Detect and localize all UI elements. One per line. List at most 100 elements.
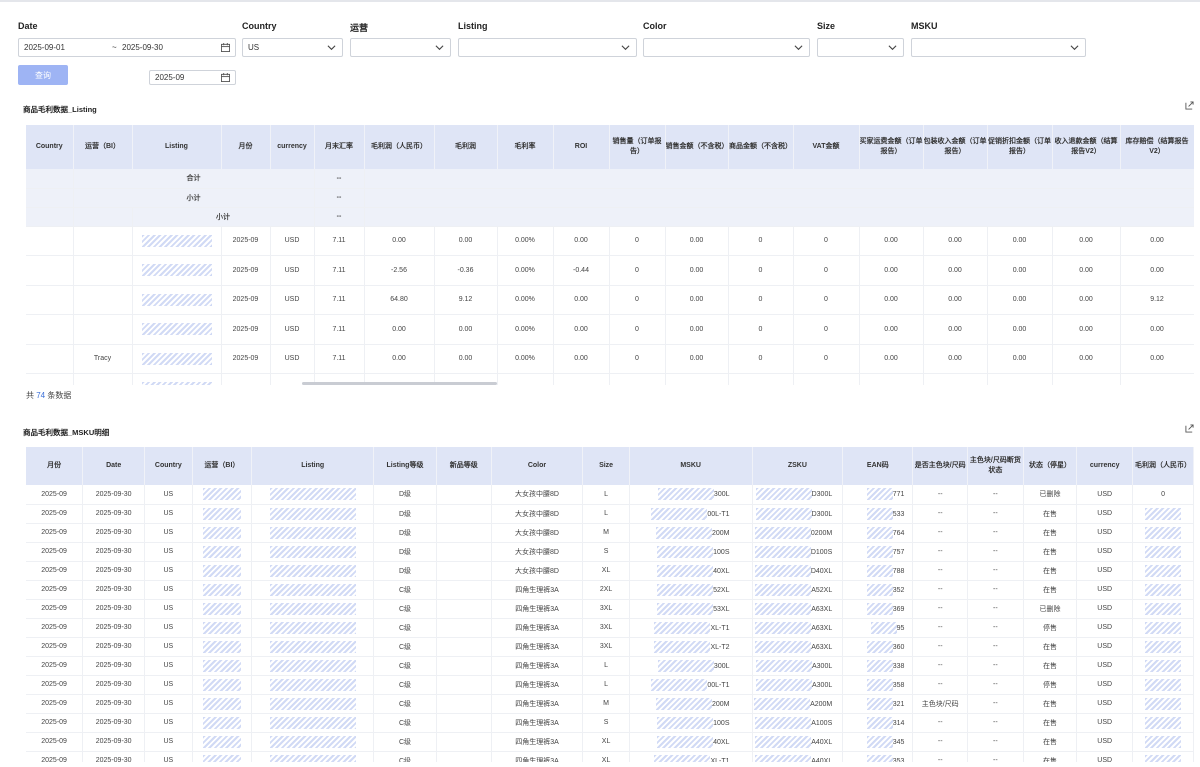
redacted-block (655, 697, 712, 710)
ean-suffix: 757 (892, 548, 905, 556)
column-header[interactable]: 毛利润 (434, 125, 498, 169)
column-header[interactable]: 毛利率 (497, 125, 554, 169)
color-select[interactable] (643, 38, 810, 57)
column-header[interactable]: Country (144, 447, 193, 485)
column-header[interactable]: 运营（BI） (73, 125, 133, 169)
table-row[interactable]: 2025-09 2025-09-30 US D级 大女孩中腰8D L 300L D300L 77… (26, 485, 1194, 505)
country-cell: US (144, 675, 193, 695)
column-header[interactable]: Listing (251, 447, 375, 485)
data-cell: USD (270, 344, 315, 374)
listing-table: Country 运营（BI） Listing 月份 currency 月末汇率 毛利润（人民… (26, 125, 1194, 385)
table-row[interactable]: 2025-09 USD 7.11 -2.56 -0.36 0.00% -0.44 0 0.00 0… (26, 255, 1194, 286)
redacted-block (866, 526, 893, 539)
column-header[interactable]: 毛利润（人民币） (1132, 447, 1194, 485)
column-header[interactable]: Date (82, 447, 146, 485)
column-header[interactable]: ZSKU (752, 447, 844, 485)
table-row[interactable]: 2025-09 2025-09-30 US C级 四角生理裤3A 3XL XL-T2 A63X… (26, 637, 1194, 657)
column-header[interactable]: 商品金额（不含税） (728, 125, 794, 169)
table-row[interactable]: 2025-09 2025-09-30 US D级 大女孩中腰8D L 00L-T1 D300L… (26, 504, 1194, 524)
table-row[interactable]: 2025-09 2025-09-30 US C级 四角生理裤3A M 200M A200M 32… (26, 694, 1194, 714)
column-header[interactable]: 新品等级 (436, 447, 492, 485)
redacted-block (202, 488, 241, 501)
msku-select[interactable] (911, 38, 1086, 57)
column-header[interactable]: 是否主色块/尺码 (912, 447, 969, 485)
column-header[interactable]: 买家运费金额（订单报告） (859, 125, 924, 169)
new-grade-cell (436, 542, 492, 562)
query-button[interactable]: 查询 (18, 65, 68, 85)
column-header[interactable]: 月份 (221, 125, 271, 169)
column-header[interactable]: 月份 (26, 447, 84, 485)
table-row[interactable]: 2025-09 2025-09-30 US D级 大女孩中腰8D M 200M 0200M 76… (26, 523, 1194, 543)
table-row[interactable]: 2025-09 2025-09-30 US C级 四角生理裤3A XL 40XL A40XL 3… (26, 732, 1194, 752)
column-header[interactable]: 促销折扣金额（订单报告） (987, 125, 1053, 169)
data-cell: 7.11 (314, 226, 365, 256)
table-row[interactable]: 2025-09 2025-09-30 US C级 四角生理裤3A XL XL-T1 A40XL… (26, 751, 1194, 762)
table-row[interactable]: 2025-09 2025-09-30 US C级 四角生理裤3A S 100S A100S 31… (26, 713, 1194, 733)
ean-cell: 757 (842, 542, 914, 562)
listing-select[interactable] (458, 38, 637, 57)
listing-cell (132, 314, 222, 345)
table-row[interactable]: 2025-09 USD 7.11 0.00 0.00 0.00% 0.00 0 0.00 0 0 0.… (26, 226, 1194, 256)
column-header[interactable]: 月末汇率 (314, 125, 365, 169)
column-header[interactable]: EAN码 (842, 447, 914, 485)
new-grade-cell (436, 656, 492, 676)
column-header[interactable]: currency (270, 125, 315, 169)
column-header[interactable]: Size (582, 447, 630, 485)
export-icon[interactable] (1185, 424, 1194, 433)
horizontal-scrollbar[interactable] (302, 382, 497, 385)
data-cell: 0.00 (859, 373, 924, 385)
table-row[interactable]: 2025-09 2025-09-30 US D级 大女孩中腰8D S 100S D100S 75… (26, 542, 1194, 562)
column-header[interactable]: currency (1076, 447, 1134, 485)
grade-cell: C级 (373, 637, 437, 657)
country-cell: US (144, 523, 193, 543)
column-header[interactable]: Color (491, 447, 584, 485)
country-cell: US (144, 599, 193, 619)
data-cell: -2.56 (364, 255, 435, 286)
column-header[interactable]: 毛利润（人民币） (364, 125, 435, 169)
month-picker[interactable]: 2025-09 (149, 70, 236, 85)
table-row[interactable]: 2025-09 USD 7.11 64.80 9.12 0.00% 0.00 0 0.00 0 0 0… (26, 285, 1194, 315)
date-range-picker[interactable]: 2025-09-01 ~ 2025-09-30 (18, 38, 236, 57)
table-row[interactable]: 2025-09 2025-09-30 US C级 四角生理裤3A L 00L-T1 A300L… (26, 675, 1194, 695)
color-cell: 四角生理裤3A (491, 618, 584, 638)
redacted-block (1145, 659, 1182, 672)
zsku-cell: A100S (752, 713, 844, 733)
column-header[interactable]: 收入退款金额（结算报告V2） (1052, 125, 1121, 169)
column-header[interactable]: Listing (132, 125, 222, 169)
grade-cell: D级 (373, 523, 437, 543)
column-header[interactable]: 销售金额（不含税） (665, 125, 729, 169)
ops-select[interactable] (350, 38, 451, 57)
table-row[interactable]: 2025-09 2025-09-30 US D级 大女孩中腰8D XL 40XL D40XL 7… (26, 561, 1194, 581)
table-row[interactable]: Tracy 2025-09 USD 7.11 0.00 0.00 0.00% 0.00 0 0.0… (26, 344, 1194, 374)
table-row[interactable]: 2025-09USD7.11508.2271.53286.21%3.49124.… (26, 373, 1194, 385)
listing-cell (251, 580, 375, 600)
column-header[interactable]: Listing等级 (373, 447, 437, 485)
column-header[interactable]: 运营（BI） (192, 447, 253, 485)
chevron-down-icon (1070, 45, 1079, 51)
column-header[interactable]: VAT金额 (793, 125, 860, 169)
listing-table-container[interactable]: Country 运营（BI） Listing 月份 currency 月末汇率 毛利润（人民… (26, 125, 1194, 385)
column-header[interactable]: 销售量（订单报告） (609, 125, 666, 169)
table-row[interactable]: 2025-09 2025-09-30 US C级 四角生理裤3A L 300L A300L 33… (26, 656, 1194, 676)
msku-table-container[interactable]: 月份 Date Country 运营（BI） Listing Listing等级 新品等级 C… (26, 447, 1194, 762)
size-select[interactable] (817, 38, 904, 57)
column-header[interactable]: MSKU (629, 447, 753, 485)
data-cell: 0.00 (553, 344, 610, 374)
date-cell: 2025-09-30 (82, 732, 146, 752)
column-header[interactable]: Country (26, 125, 74, 169)
table-row[interactable]: 2025-09 USD 7.11 0.00 0.00 0.00% 0.00 0 0.00 0 0 0.… (26, 314, 1194, 345)
country-select[interactable]: US (242, 38, 343, 57)
column-header[interactable]: 状态（停星） (1023, 447, 1078, 485)
column-header[interactable]: 主色块/尺码断货状态 (967, 447, 1024, 485)
table-row[interactable]: 2025-09 2025-09-30 US C级 四角生理裤3A 3XL XL-T1 A63X… (26, 618, 1194, 638)
currency-cell: USD (1076, 504, 1134, 524)
export-icon[interactable] (1185, 101, 1194, 110)
date-cell: 2025-09-30 (82, 561, 146, 581)
listing-cell (251, 523, 375, 543)
table-row[interactable]: 2025-09 2025-09-30 US C级 四角生理裤3A 3XL 53XL A63XL… (26, 599, 1194, 619)
column-header[interactable]: ROI (553, 125, 610, 169)
column-header[interactable]: 包装收入金额（订单报告） (923, 125, 988, 169)
redacted-block (654, 621, 711, 634)
table-row[interactable]: 2025-09 2025-09-30 US C级 四角生理裤3A 2XL 52XL A52XL… (26, 580, 1194, 600)
column-header[interactable]: 库存赔偿（结算报告V2） (1120, 125, 1194, 169)
